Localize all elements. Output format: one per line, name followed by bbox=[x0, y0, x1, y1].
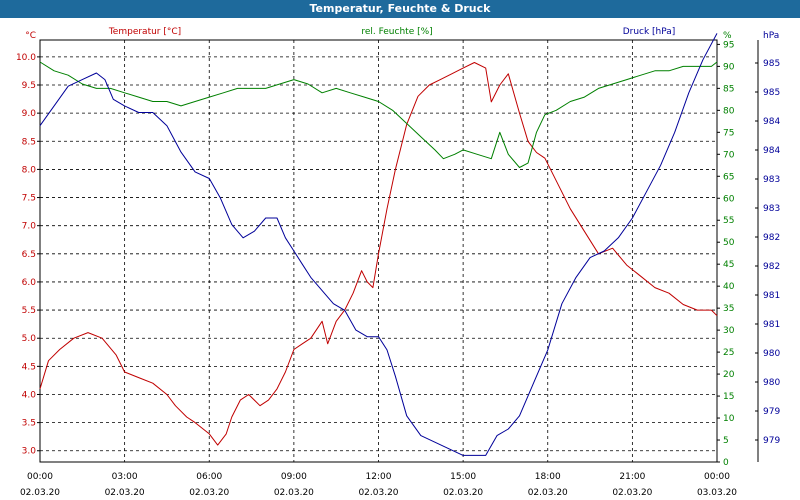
pressure-tick-label: 982 bbox=[763, 262, 780, 272]
humidity-tick-label: 95 bbox=[723, 40, 734, 50]
pressure-tick-label: 981 bbox=[763, 291, 780, 301]
humidity-tick-label: 65 bbox=[723, 172, 734, 182]
temp-unit-label: °C bbox=[25, 31, 36, 41]
humidity-tick-label: 75 bbox=[723, 128, 734, 138]
humidity-tick-label: 55 bbox=[723, 216, 734, 226]
temp-tick-label: 6.0 bbox=[22, 278, 37, 288]
pressure-tick-label: 985 bbox=[763, 59, 780, 69]
temp-tick-label: 3.0 bbox=[22, 447, 37, 457]
humidity-tick-label: 10 bbox=[723, 414, 735, 424]
chart-title: Temperatur, Feuchte & Druck bbox=[0, 0, 800, 18]
humidity-tick-label: 25 bbox=[723, 348, 734, 358]
temp-tick-label: 4.5 bbox=[22, 362, 36, 372]
series-line-humidity bbox=[39, 61, 718, 168]
pressure-tick-label: 981 bbox=[763, 320, 780, 330]
x-tick-time: 12:00 bbox=[366, 472, 392, 482]
x-tick-date: 02.03.20 bbox=[528, 488, 568, 498]
temp-tick-label: 7.5 bbox=[22, 194, 36, 204]
chart: 00:00 02.03.20 03:00 02.03.20 06:00 02.03.20 0… bbox=[16, 27, 780, 498]
temp-tick-label: 5.5 bbox=[22, 306, 36, 316]
humidity-tick-label: 45 bbox=[723, 260, 734, 270]
x-tick-time: 18:00 bbox=[535, 472, 561, 482]
humidity-tick-label: 70 bbox=[723, 150, 735, 160]
humidity-tick-label: 5 bbox=[723, 436, 729, 446]
pressure-tick-label: 984 bbox=[763, 117, 780, 127]
temp-tick-label: 4.0 bbox=[22, 390, 37, 400]
humidity-tick-label: 50 bbox=[723, 238, 735, 248]
pressure-tick-label: 979 bbox=[763, 407, 780, 417]
humidity-tick-label: 40 bbox=[723, 282, 735, 292]
humidity-tick-label: 20 bbox=[723, 370, 735, 380]
humidity-tick-label: 35 bbox=[723, 304, 734, 314]
temp-tick-label: 8.5 bbox=[22, 137, 36, 147]
temp-tick-label: 6.5 bbox=[22, 250, 36, 260]
x-tick-time: 21:00 bbox=[619, 472, 645, 482]
x-tick-time: 09:00 bbox=[281, 472, 307, 482]
pressure-tick-label: 980 bbox=[763, 378, 780, 388]
x-tick-date: 02.03.20 bbox=[105, 488, 145, 498]
pressure-tick-label: 983 bbox=[763, 204, 780, 214]
x-tick-time: 06:00 bbox=[196, 472, 222, 482]
pressure-tick-label: 983 bbox=[763, 175, 780, 185]
humidity-tick-label: 90 bbox=[723, 62, 735, 72]
temp-tick-label: 9.5 bbox=[22, 81, 36, 91]
humidity-tick-label: 30 bbox=[723, 326, 735, 336]
pressure-tick-label: 979 bbox=[763, 436, 780, 446]
temp-tick-label: 9.0 bbox=[22, 109, 37, 119]
x-tick-date: 02.03.20 bbox=[358, 488, 398, 498]
pressure-unit-label: hPa bbox=[763, 31, 779, 41]
x-tick-date: 02.03.20 bbox=[612, 488, 652, 498]
pressure-tick-label: 982 bbox=[763, 233, 780, 243]
legend-humidity: rel. Feuchte [%] bbox=[361, 27, 432, 37]
humidity-tick-label: 0 bbox=[723, 458, 729, 468]
series-line-pressure bbox=[39, 33, 718, 456]
pressure-tick-label: 984 bbox=[763, 146, 780, 156]
x-tick-time: 03:00 bbox=[112, 472, 138, 482]
temp-tick-label: 7.0 bbox=[22, 222, 37, 232]
x-tick-date: 02.03.20 bbox=[274, 488, 314, 498]
temp-tick-label: 8.0 bbox=[22, 165, 37, 175]
x-tick-date: 02.03.20 bbox=[443, 488, 483, 498]
legend-pressure: Druck [hPa] bbox=[623, 27, 676, 37]
x-tick-time: 00:00 bbox=[704, 472, 730, 482]
x-tick-date: 02.03.20 bbox=[20, 488, 60, 498]
legend-temperature: Temperatur [°C] bbox=[108, 27, 181, 37]
x-tick-date: 03.03.20 bbox=[697, 488, 737, 498]
humidity-tick-label: 80 bbox=[723, 106, 735, 116]
pressure-tick-label: 985 bbox=[763, 88, 780, 98]
humidity-tick-label: 60 bbox=[723, 194, 735, 204]
humidity-tick-label: 85 bbox=[723, 84, 734, 94]
x-tick-time: 15:00 bbox=[450, 472, 476, 482]
temp-tick-label: 10.0 bbox=[16, 53, 36, 63]
temp-tick-label: 5.0 bbox=[22, 334, 37, 344]
temp-tick-label: 3.5 bbox=[22, 419, 36, 429]
pressure-tick-label: 980 bbox=[763, 349, 780, 359]
humidity-unit-label: % bbox=[723, 31, 732, 41]
series-line-temperature bbox=[39, 62, 718, 446]
x-tick-date: 02.03.20 bbox=[189, 488, 229, 498]
humidity-tick-label: 15 bbox=[723, 392, 734, 402]
x-tick-time: 00:00 bbox=[27, 472, 53, 482]
